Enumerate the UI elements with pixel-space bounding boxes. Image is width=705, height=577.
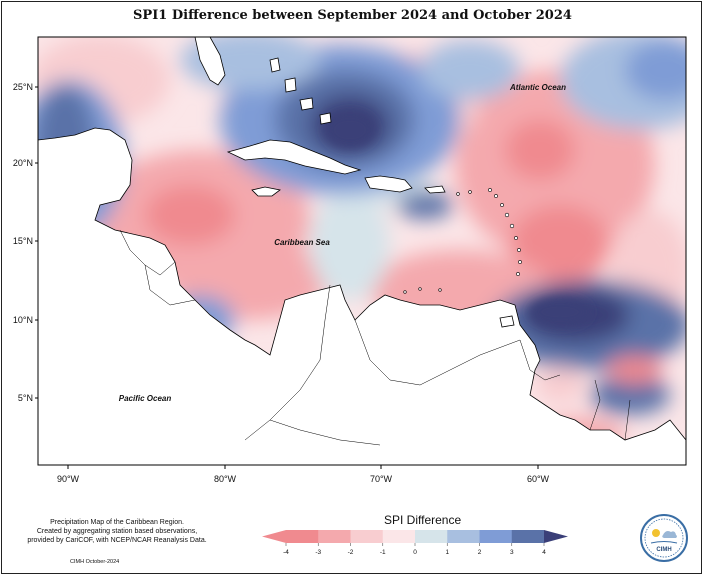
legend-tick-label: 0 bbox=[413, 549, 417, 556]
legend-tick-label: 3 bbox=[510, 549, 514, 556]
legend-swatch bbox=[286, 530, 319, 543]
legend-tick-label: 2 bbox=[478, 549, 482, 556]
legend-tick-label: -4 bbox=[283, 549, 289, 556]
lon-label: 70°W bbox=[370, 474, 393, 484]
legend-swatch bbox=[318, 530, 351, 543]
lat-label: 5°N bbox=[18, 393, 33, 403]
map-title: SPI1 Difference between September 2024 a… bbox=[133, 8, 572, 23]
latitude-axis: 25°N 20°N 15°N 10°N 5°N bbox=[13, 82, 38, 403]
credit-line-2: Created by aggregating station based obs… bbox=[36, 528, 198, 535]
label-atlantic-ocean: Atlantic Ocean bbox=[509, 83, 566, 92]
lon-label: 80°W bbox=[214, 474, 237, 484]
lon-label: 90°W bbox=[57, 474, 80, 484]
legend-title: SPI Difference bbox=[384, 513, 462, 527]
longitude-axis: 90°W 80°W 70°W 60°W bbox=[57, 465, 550, 484]
legend-arrow-left bbox=[262, 530, 286, 543]
legend-swatch bbox=[350, 530, 384, 543]
credit-line-1: Precipitation Map of the Caribbean Regio… bbox=[50, 519, 184, 526]
legend-swatch bbox=[382, 530, 416, 543]
legend-arrow-right bbox=[544, 530, 568, 543]
legend-swatch bbox=[479, 530, 513, 543]
label-pacific-ocean: Pacific Ocean bbox=[119, 394, 172, 403]
country-borders bbox=[119, 229, 631, 446]
label-caribbean-sea: Caribbean Sea bbox=[274, 238, 330, 247]
island-arc bbox=[403, 188, 522, 294]
credit-line-3: provided by CariCOF, with NCEP/NCAR Rean… bbox=[27, 537, 207, 544]
precip-field bbox=[38, 37, 686, 465]
legend-colorbar: -4 -3 -2 -1 0 1 2 3 4 bbox=[262, 530, 568, 556]
lat-label: 20°N bbox=[13, 158, 33, 168]
legend-tick-label: 4 bbox=[542, 549, 546, 556]
lat-label: 15°N bbox=[13, 236, 33, 246]
lon-label: 60°W bbox=[527, 474, 550, 484]
legend-swatch bbox=[447, 530, 480, 543]
legend-tick-label: -2 bbox=[348, 549, 354, 556]
legend-tick-label: -1 bbox=[380, 549, 386, 556]
legend-tick-label: -3 bbox=[315, 549, 321, 556]
cimh-logo: CIMH bbox=[640, 514, 688, 562]
credit-date: CIMH October-2024 bbox=[70, 559, 120, 565]
legend-swatch bbox=[415, 530, 448, 543]
legend-tick-label: 1 bbox=[445, 549, 449, 556]
legend-swatch bbox=[511, 530, 545, 543]
lat-label: 25°N bbox=[13, 82, 33, 92]
lat-label: 10°N bbox=[13, 315, 33, 325]
logo-text: CIMH bbox=[656, 547, 671, 553]
credits-block: Precipitation Map of the Caribbean Regio… bbox=[12, 518, 222, 545]
plot-border bbox=[37, 36, 687, 466]
